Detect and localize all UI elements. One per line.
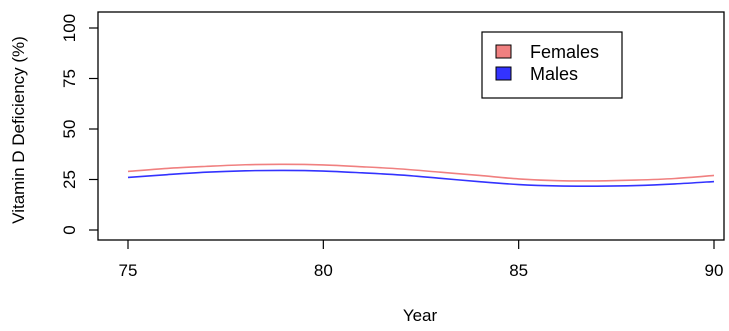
y-tick-label: 75: [60, 69, 79, 88]
legend-label-males: Males: [530, 64, 578, 84]
x-tick-label: 90: [705, 261, 724, 280]
x-tick-label: 85: [509, 261, 528, 280]
series-line-males: [127, 169, 715, 188]
y-tick-label: 50: [60, 120, 79, 139]
y-tick-label: 25: [60, 170, 79, 189]
y-tick-label: 100: [60, 14, 79, 42]
y-tick-label: 0: [60, 225, 79, 234]
x-axis: 75 80 85 90: [119, 240, 724, 280]
y-axis: 0 25 50 75 100: [60, 14, 98, 235]
x-tick-label: 80: [314, 261, 333, 280]
legend-swatch-males: [495, 66, 512, 81]
series-line-females: [127, 163, 715, 182]
y-axis-label: Vitamin D Deficiency (%): [9, 36, 28, 224]
x-tick-label: 75: [119, 261, 138, 280]
series-lines: [127, 163, 715, 188]
legend-label-females: Females: [530, 42, 599, 62]
legend-swatch-females: [495, 44, 512, 59]
plot-frame: [97, 11, 725, 241]
x-axis-label: Year: [403, 306, 438, 325]
legend-box: [481, 31, 623, 99]
